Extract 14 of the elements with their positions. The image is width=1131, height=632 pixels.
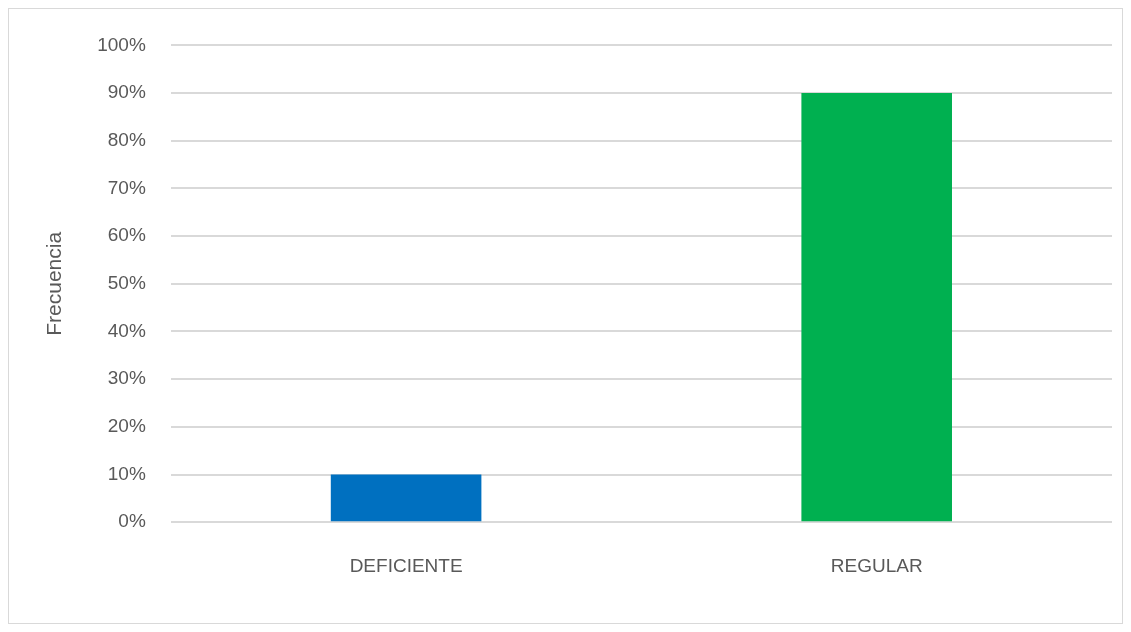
x-tick-label: REGULAR <box>830 554 923 576</box>
y-tick-label: 40% <box>107 319 146 341</box>
y-tick-label: 100% <box>97 33 146 55</box>
x-tick-label: DEFICIENTE <box>349 554 463 576</box>
y-tick-label: 20% <box>107 415 146 437</box>
y-tick-label: 60% <box>107 224 146 246</box>
y-tick-label: 50% <box>107 272 146 294</box>
y-tick-label: 30% <box>107 367 146 389</box>
y-tick-label: 80% <box>107 128 146 150</box>
y-tick-label: 10% <box>107 462 146 484</box>
y-tick-label: 0% <box>118 510 146 532</box>
y-tick-label: 90% <box>107 81 146 103</box>
y-axis-title: Frecuencia <box>42 231 66 336</box>
y-tick-label: 70% <box>107 176 146 198</box>
